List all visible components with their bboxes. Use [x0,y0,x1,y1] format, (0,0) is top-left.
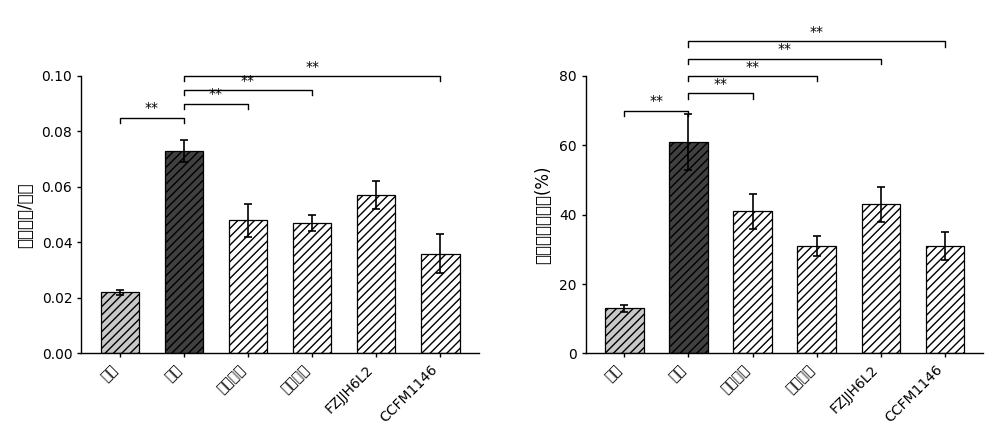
Text: **: ** [714,77,728,91]
Bar [421,254,460,354]
Text: **: ** [209,88,223,102]
Bar [293,223,331,354]
Bar [229,220,267,354]
Text: **: ** [305,60,319,74]
Y-axis label: 体重变化百分比(%): 体重变化百分比(%) [534,165,552,264]
Bar [357,195,395,354]
Bar [101,293,139,354]
Text: **: ** [649,95,663,108]
Bar [605,309,644,354]
Text: **: ** [778,42,792,57]
Bar [733,211,772,354]
Bar [669,142,708,354]
Text: **: ** [145,101,159,115]
Y-axis label: 附睡脂肪/体重: 附睡脂肪/体重 [17,182,35,248]
Bar [797,246,836,354]
Text: **: ** [810,25,824,39]
Text: **: ** [746,60,760,74]
Text: **: ** [241,73,255,88]
Bar [926,246,964,354]
Bar [165,151,203,354]
Bar [862,204,900,354]
